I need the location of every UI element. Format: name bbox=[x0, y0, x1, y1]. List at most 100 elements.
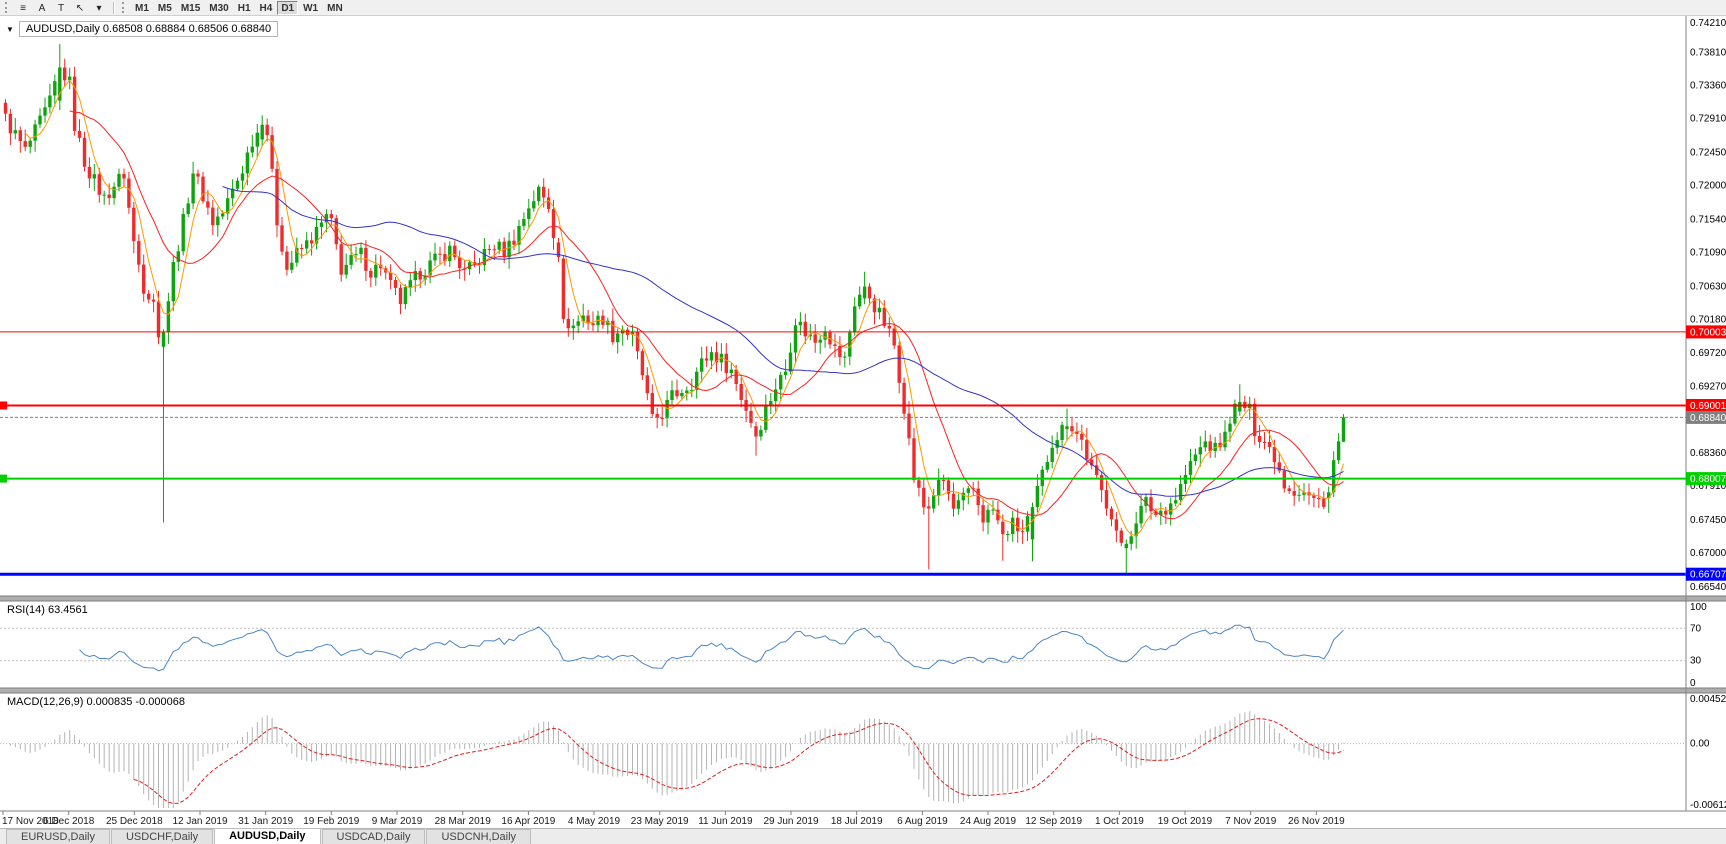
svg-text:0.68840: 0.68840 bbox=[1690, 413, 1726, 424]
svg-text:0.71540: 0.71540 bbox=[1690, 214, 1726, 225]
svg-text:-0.006128: -0.006128 bbox=[1690, 800, 1726, 811]
chart-tab-audusd[interactable]: AUDUSD,Daily bbox=[214, 828, 321, 844]
svg-text:0.66540: 0.66540 bbox=[1690, 582, 1726, 593]
one-click-trading-toggle-icon[interactable]: ▼ bbox=[6, 24, 14, 34]
timeframe-button-m5[interactable]: M5 bbox=[157, 2, 172, 14]
ohlc-header: ▼ AUDUSD,Daily 0.68508 0.68884 0.68506 0… bbox=[6, 21, 279, 37]
date-label: 18 Jul 2019 bbox=[831, 816, 883, 827]
timeframe-button-w1[interactable]: W1 bbox=[303, 2, 319, 14]
timeframe-button-mn[interactable]: MN bbox=[327, 2, 343, 14]
date-label: 6 Dec 2018 bbox=[43, 816, 95, 827]
chart-tabs-bar: EURUSD,Daily USDCHF,Daily AUDUSD,Daily USDC… bbox=[0, 828, 1726, 844]
svg-text:0.004528: 0.004528 bbox=[1690, 694, 1726, 705]
top-toolbar: ≡ A T ↖ ▾ M1 M5 M15 M30 H1 H4 D1 W1 MN bbox=[0, 0, 1726, 16]
date-label: 25 Dec 2018 bbox=[106, 816, 163, 827]
annotation-a-tool[interactable]: A bbox=[38, 2, 46, 14]
svg-text:0.70180: 0.70180 bbox=[1690, 314, 1726, 325]
svg-text:0.69270: 0.69270 bbox=[1690, 381, 1726, 392]
candles-up bbox=[13, 43, 1346, 574]
ohlc-values-label: AUDUSD,Daily 0.68508 0.68884 0.68506 0.6… bbox=[18, 21, 279, 37]
date-label: 16 Apr 2019 bbox=[501, 816, 555, 827]
price-tag-0.68840: 0.68840 bbox=[1686, 410, 1726, 424]
price-tag-0.68007: 0.68007 bbox=[1686, 472, 1726, 486]
hline-marker[interactable] bbox=[0, 474, 7, 483]
chart-tab-usdchf[interactable]: USDCHF,Daily bbox=[110, 829, 214, 844]
svg-text:0.73360: 0.73360 bbox=[1690, 81, 1726, 92]
svg-text:0.67450: 0.67450 bbox=[1690, 515, 1726, 526]
svg-text:0.68360: 0.68360 bbox=[1690, 448, 1726, 459]
hline-marker[interactable] bbox=[0, 401, 7, 410]
timeframe-button-d1[interactable]: D1 bbox=[277, 0, 299, 15]
price-chart[interactable]: 0.74210 0.73810 0.73360 0.72910 0.72450 0.720… bbox=[0, 16, 1726, 828]
price-tag-0.69001: 0.69001 bbox=[1686, 399, 1726, 412]
price-tag-0.66707: 0.66707 bbox=[1686, 567, 1726, 581]
svg-text:70: 70 bbox=[1690, 623, 1702, 634]
timeframe-button-m1[interactable]: M1 bbox=[135, 2, 149, 14]
date-label: 26 Nov 2019 bbox=[1288, 816, 1345, 827]
chart-tab-usdcnh[interactable]: USDCNH,Daily bbox=[426, 829, 532, 844]
svg-text:0.00: 0.00 bbox=[1690, 739, 1710, 750]
rsi-line bbox=[79, 624, 1344, 672]
svg-text:0.74210: 0.74210 bbox=[1690, 18, 1726, 29]
tools-dropdown[interactable]: ▾ bbox=[96, 2, 102, 14]
date-label: 6 Aug 2019 bbox=[897, 816, 948, 827]
timeframe-button-h4[interactable]: H4 bbox=[259, 2, 273, 14]
svg-text:0.69001: 0.69001 bbox=[1690, 401, 1726, 412]
date-label: 29 Jun 2019 bbox=[763, 816, 818, 827]
svg-text:0.69720: 0.69720 bbox=[1690, 348, 1726, 359]
candles-down bbox=[3, 58, 1326, 570]
svg-text:0.71090: 0.71090 bbox=[1690, 248, 1726, 259]
svg-text:0.67000: 0.67000 bbox=[1690, 548, 1726, 559]
svg-text:100: 100 bbox=[1690, 602, 1707, 613]
svg-text:0: 0 bbox=[1690, 678, 1696, 689]
svg-text:0.72450: 0.72450 bbox=[1690, 148, 1726, 159]
date-label: 19 Feb 2019 bbox=[303, 816, 360, 827]
date-label: 23 May 2019 bbox=[631, 816, 689, 827]
moving-average-45 bbox=[222, 186, 1344, 497]
chart-window-icon[interactable]: ≡ bbox=[20, 2, 26, 14]
macd-indicator-label: MACD(12,26,9) 0.000835 -0.000068 bbox=[7, 696, 185, 708]
macd-signal-line bbox=[133, 718, 1344, 805]
svg-text:0.67910: 0.67910 bbox=[1690, 481, 1726, 492]
date-label: 12 Sep 2019 bbox=[1025, 816, 1082, 827]
timeframe-button-h1[interactable]: H1 bbox=[237, 2, 251, 14]
macd-panel: 0.004528 0.00 -0.006128 bbox=[0, 694, 1726, 811]
date-label: 12 Jan 2019 bbox=[172, 816, 227, 827]
svg-text:0.73810: 0.73810 bbox=[1690, 48, 1726, 59]
rsi-panel: 100 70 30 0 bbox=[0, 602, 1707, 689]
date-label: 4 May 2019 bbox=[568, 816, 621, 827]
date-label: 7 Nov 2019 bbox=[1225, 816, 1277, 827]
macd-histogram bbox=[9, 711, 1344, 808]
rsi-indicator-label: RSI(14) 63.4561 bbox=[7, 604, 88, 616]
price-tag-0.70003: 0.70003 bbox=[1686, 325, 1726, 339]
date-label: 28 Mar 2019 bbox=[435, 816, 492, 827]
pointer-tool[interactable]: ↖ bbox=[75, 2, 85, 14]
date-label: 19 Oct 2019 bbox=[1158, 816, 1213, 827]
panel-separator[interactable] bbox=[0, 687, 1726, 694]
date-label: 1 Oct 2019 bbox=[1095, 816, 1144, 827]
timeframe-button-m15[interactable]: M15 bbox=[180, 2, 201, 14]
date-label: 9 Mar 2019 bbox=[372, 816, 423, 827]
moving-average-5 bbox=[24, 79, 1344, 536]
svg-text:0.70630: 0.70630 bbox=[1690, 281, 1726, 292]
svg-text:0.66707: 0.66707 bbox=[1690, 570, 1726, 581]
date-label: 17 Nov 2018 bbox=[2, 816, 59, 827]
moving-average-14 bbox=[69, 110, 1344, 520]
chart-tab-usdcad[interactable]: USDCAD,Daily bbox=[321, 829, 426, 844]
svg-text:0.70003: 0.70003 bbox=[1690, 327, 1726, 338]
date-label: 24 Aug 2019 bbox=[960, 816, 1017, 827]
text-tool[interactable]: T bbox=[57, 2, 65, 14]
svg-text:30: 30 bbox=[1690, 656, 1702, 667]
toolbar-separator bbox=[113, 1, 114, 14]
svg-text:0.72910: 0.72910 bbox=[1690, 114, 1726, 125]
timeframes-group: M1 M5 M15 M30 H1 H4 D1 W1 MN bbox=[131, 0, 347, 15]
timeframe-button-m30[interactable]: M30 bbox=[209, 2, 229, 14]
date-label: 11 Jun 2019 bbox=[698, 816, 753, 827]
toolbar-grip-2[interactable] bbox=[122, 2, 127, 13]
toolbar-grip[interactable] bbox=[5, 2, 10, 13]
chart-tab-eurusd[interactable]: EURUSD,Daily bbox=[6, 829, 110, 844]
panel-separator[interactable] bbox=[0, 595, 1726, 602]
date-label: 31 Jan 2019 bbox=[238, 816, 293, 827]
